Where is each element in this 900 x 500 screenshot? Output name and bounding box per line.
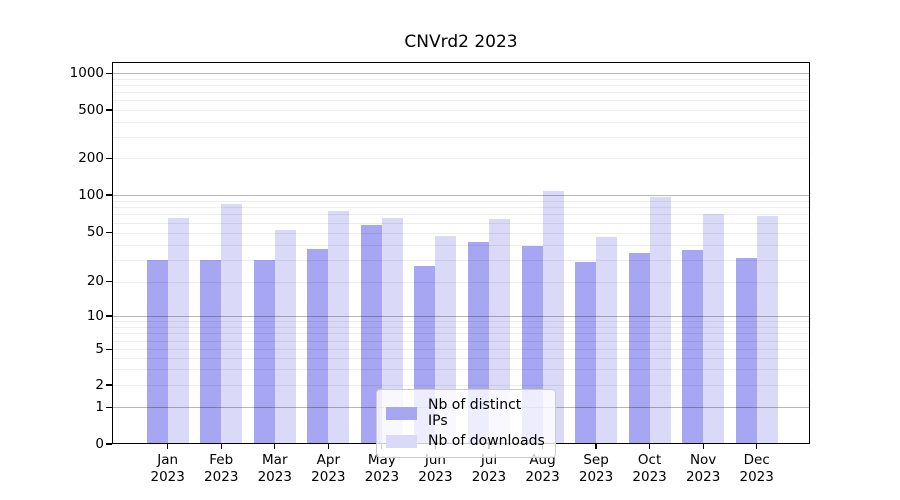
y-tick-label: 200 [78,149,104,166]
bar-distinct-ips [628,253,650,444]
x-tick-label: Jan 2023 [150,452,185,485]
x-tick-mark [649,444,651,449]
legend-item: Nb of downloads [377,431,555,451]
bar-downloads [381,217,403,444]
bar-downloads [703,213,725,444]
bar-distinct-ips [253,260,275,444]
y-tick-label: 50 [86,224,104,241]
legend-swatch-distinct-ips [386,406,417,420]
x-tick-label: Mar 2023 [257,452,292,485]
x-tick-label: Nov 2023 [685,452,721,485]
x-tick-mark [167,444,169,449]
legend-label: Nb of downloads [428,433,545,449]
bar-distinct-ips [146,260,168,444]
y-tick-mark [106,157,112,159]
y-tick-mark [106,281,112,283]
x-tick-label: Oct 2023 [632,452,667,485]
y-tick-mark [106,72,112,74]
x-tick-mark [274,444,276,449]
x-tick-mark [756,444,758,449]
y-tick-label: 20 [86,273,104,290]
y-tick-label: 1 [95,398,104,415]
x-tick-label: Dec 2023 [739,452,774,485]
y-tick-mark [106,109,112,111]
bar-downloads [596,237,618,444]
y-tick-mark [106,406,112,408]
bar-downloads [649,197,671,444]
y-tick-mark [106,384,112,386]
bar-distinct-ips [682,250,704,444]
chart-title: CNVrd2 2023 [404,32,518,52]
x-tick-label: Sep 2023 [578,452,614,485]
y-tick-label: 0 [95,435,104,452]
bar-downloads [328,211,350,444]
x-tick-label: Apr 2023 [311,452,346,485]
y-tick-mark [106,194,112,196]
y-tick-mark [106,348,112,350]
bar-downloads [756,215,778,444]
x-tick-mark [702,444,704,449]
bar-downloads [221,203,243,444]
y-tick-label: 10 [86,307,104,324]
axes-frame [112,62,810,444]
bar-distinct-ips [200,260,222,444]
y-tick-mark [106,443,112,445]
y-tick-label: 5 [95,340,104,357]
x-tick-label: Feb 2023 [204,452,239,485]
legend-swatch-downloads [386,434,417,448]
y-tick-label: 2 [95,376,104,393]
legend-item: Nb of distinct IPs [377,395,555,431]
legend: Nb of distinct IPs Nb of downloads [376,389,556,458]
bar-distinct-ips [307,248,329,444]
bar-downloads [488,219,510,444]
y-tick-label: 500 [78,101,104,118]
y-tick-label: 1000 [69,64,104,81]
bar-downloads [167,217,189,444]
y-tick-mark [106,232,112,234]
y-tick-mark [106,315,112,317]
x-tick-mark [327,444,329,449]
x-tick-mark [220,444,222,449]
bar-downloads [542,191,564,444]
bar-downloads [274,229,296,444]
bar-distinct-ips [575,261,597,444]
x-tick-mark [595,444,597,449]
legend-label: Nb of distinct IPs [428,397,522,429]
bar-distinct-ips [735,258,757,444]
y-tick-label: 100 [78,186,104,203]
